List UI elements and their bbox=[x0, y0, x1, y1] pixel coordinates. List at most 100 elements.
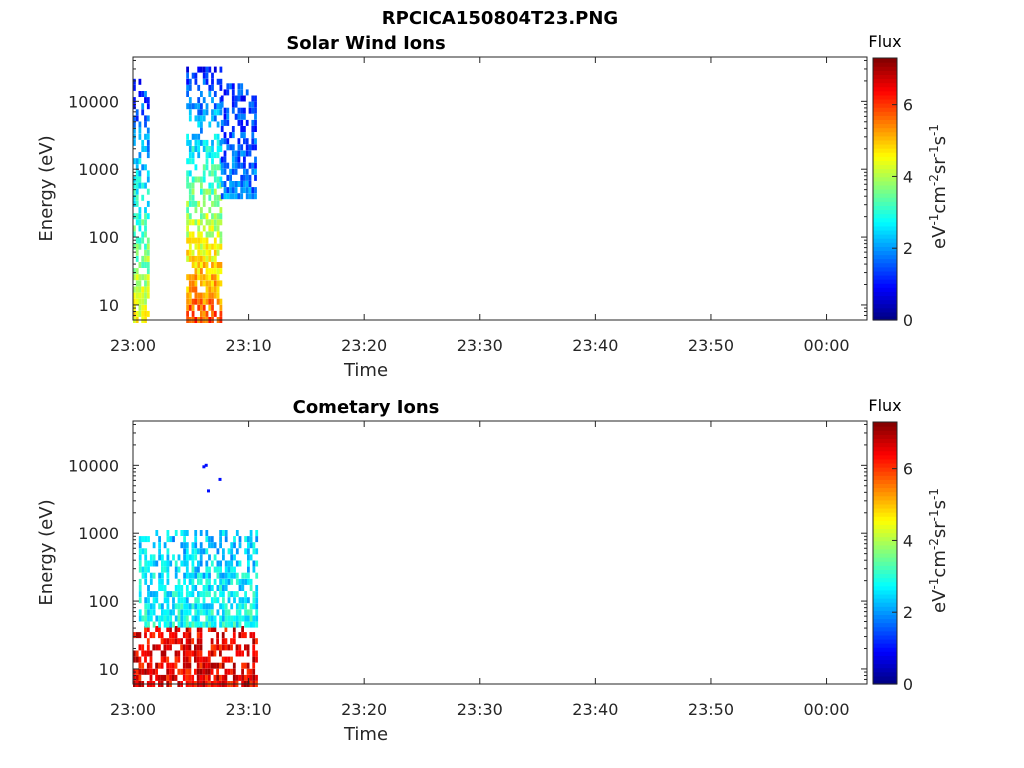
heatmap-cell bbox=[247, 621, 250, 628]
heatmap-cell bbox=[138, 560, 142, 567]
colorbar-segment bbox=[873, 283, 897, 288]
heatmap-cell bbox=[216, 78, 220, 85]
heatmap-cell bbox=[243, 162, 246, 169]
heatmap-cell bbox=[158, 615, 161, 622]
heatmap-cell bbox=[135, 310, 139, 317]
heatmap-cell bbox=[186, 310, 189, 317]
colorbar-segment bbox=[873, 561, 897, 566]
heatmap-cell bbox=[197, 97, 201, 104]
colorbar-tick-label: 6 bbox=[903, 96, 913, 115]
heatmap-cell bbox=[245, 174, 249, 181]
heatmap-cell bbox=[141, 146, 145, 152]
heatmap-cell bbox=[223, 132, 227, 139]
heatmap-cell bbox=[200, 231, 203, 238]
heatmap-cell bbox=[194, 585, 198, 591]
y-axis-label: Energy (eV) bbox=[36, 135, 57, 241]
heatmap-cell bbox=[177, 585, 181, 591]
heatmap-cell bbox=[144, 621, 148, 628]
heatmap-cell bbox=[219, 615, 222, 622]
heatmap-cell bbox=[144, 668, 147, 675]
heatmap-cell bbox=[202, 292, 206, 299]
heatmap-cell bbox=[186, 176, 189, 183]
heatmap-cell bbox=[222, 609, 225, 616]
heatmap-cell bbox=[138, 674, 142, 681]
heatmap-cell bbox=[211, 164, 214, 171]
heatmap-cell bbox=[166, 572, 170, 579]
colorbar-segment bbox=[873, 430, 897, 435]
heatmap-cell bbox=[252, 560, 256, 567]
heatmap-cell bbox=[144, 207, 147, 214]
heatmap-cell bbox=[194, 280, 198, 287]
colorbar: 0 2 4 6 Flux eV-1cm-2sr-1s-1 bbox=[868, 32, 950, 330]
heatmap-cell bbox=[211, 84, 214, 91]
heatmap-cell bbox=[205, 572, 209, 579]
heatmap-cell bbox=[191, 188, 195, 195]
heatmap-cell bbox=[147, 609, 150, 616]
heatmap-cell bbox=[149, 572, 153, 579]
heatmap-cell bbox=[135, 632, 139, 639]
heatmap-cell bbox=[138, 78, 142, 85]
heatmap-cell bbox=[152, 554, 156, 561]
heatmap-cell bbox=[216, 674, 219, 681]
heatmap-cell bbox=[177, 626, 181, 632]
heatmap-cell bbox=[243, 168, 246, 175]
heatmap-cell bbox=[197, 572, 200, 579]
heatmap-cell bbox=[234, 168, 238, 175]
heatmap-cell bbox=[166, 597, 170, 604]
heatmap-cell bbox=[238, 615, 242, 622]
heatmap-cell bbox=[205, 566, 209, 573]
heatmap-cell bbox=[186, 304, 189, 311]
heatmap-cell bbox=[188, 249, 192, 256]
heatmap-cell bbox=[237, 193, 241, 200]
heatmap-cell bbox=[233, 536, 236, 543]
heatmap-cell bbox=[146, 170, 150, 177]
heatmap-cell bbox=[161, 572, 164, 579]
heatmap-cell bbox=[213, 152, 217, 159]
heatmap-cell bbox=[243, 95, 246, 102]
heatmap-cell bbox=[185, 548, 189, 555]
heatmap-cell bbox=[241, 632, 244, 639]
heatmap-cell bbox=[247, 566, 250, 573]
heatmap-cell bbox=[144, 255, 147, 262]
heatmap-cell bbox=[245, 144, 249, 151]
heatmap-cell bbox=[155, 591, 159, 598]
heatmap-cell bbox=[191, 566, 195, 573]
heatmap-cell bbox=[237, 162, 241, 169]
heatmap-cell bbox=[144, 656, 147, 663]
heatmap-cell bbox=[177, 603, 181, 610]
x-tick-label: 23:20 bbox=[341, 700, 387, 719]
heatmap-cell bbox=[244, 674, 247, 681]
heatmap-cell bbox=[234, 101, 238, 108]
heatmap-cell bbox=[219, 585, 222, 591]
heatmap-cell bbox=[251, 95, 255, 102]
heatmap-cell bbox=[255, 603, 259, 610]
heatmap-cell bbox=[229, 132, 232, 139]
y-tick-label: 10000 bbox=[68, 456, 119, 475]
heatmap-cell bbox=[166, 548, 170, 555]
heatmap-cell bbox=[211, 268, 214, 275]
heatmap-cell bbox=[146, 133, 150, 140]
heatmap-cell bbox=[199, 560, 203, 567]
heatmap-cell bbox=[146, 152, 150, 159]
heatmap-cell bbox=[197, 103, 201, 110]
heatmap-cell bbox=[219, 109, 223, 116]
heatmap-cell bbox=[144, 566, 148, 573]
heatmap-cell bbox=[211, 298, 214, 305]
heatmap-cell bbox=[202, 674, 206, 681]
colorbar-segment bbox=[873, 184, 897, 190]
heatmap-cell bbox=[216, 249, 220, 256]
plot-frame bbox=[132, 420, 868, 685]
heatmap-cell bbox=[208, 121, 212, 128]
heatmap-cell bbox=[219, 566, 222, 573]
colorbar-segment bbox=[873, 659, 897, 665]
heatmap-cell bbox=[207, 668, 211, 675]
colorbar-segment bbox=[873, 189, 897, 194]
heatmap-cell bbox=[254, 126, 257, 132]
heatmap-cell bbox=[227, 566, 231, 573]
heatmap-cell bbox=[180, 530, 184, 536]
x-tick-label: 23:10 bbox=[226, 336, 272, 355]
heatmap-cell bbox=[135, 268, 139, 275]
heatmap-cell bbox=[248, 107, 252, 114]
heatmap-cell bbox=[144, 292, 147, 299]
heatmap-cell bbox=[211, 255, 214, 262]
